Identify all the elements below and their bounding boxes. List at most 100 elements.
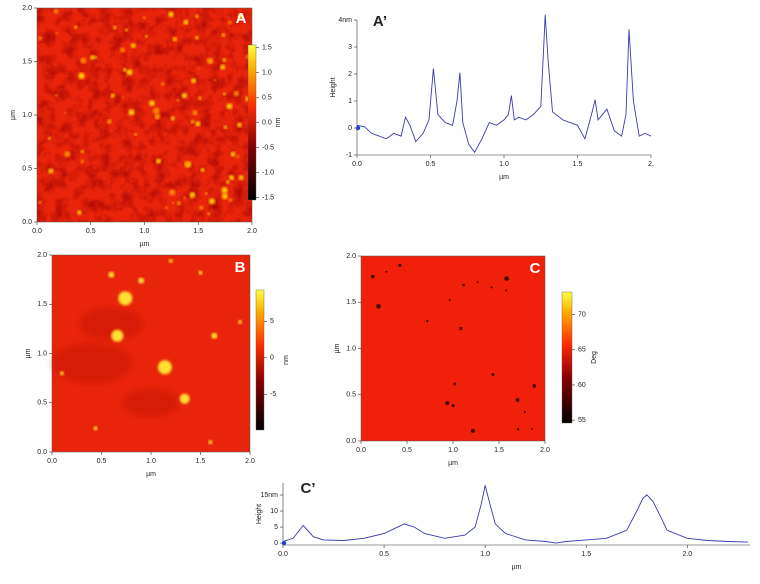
pit <box>448 299 451 302</box>
grain <box>237 13 244 19</box>
grain <box>125 75 128 78</box>
x-tick-label: 0.5 <box>97 458 107 465</box>
colorbar-tick-label: 60 <box>578 382 586 389</box>
pit <box>490 286 493 289</box>
x-tick-label: 1.0 <box>480 551 490 558</box>
x-axis-label: µm <box>512 564 522 571</box>
grain <box>213 78 217 82</box>
grain <box>238 175 244 181</box>
grain <box>130 43 136 49</box>
grain <box>181 92 188 99</box>
profile-line <box>356 14 652 154</box>
y-tick-label: 1.5 <box>37 301 47 308</box>
grain <box>64 151 71 158</box>
cursor-dot <box>355 125 361 131</box>
grain <box>74 25 78 29</box>
x-tick-label: 1.0 <box>499 161 509 168</box>
grain <box>90 55 95 60</box>
grain <box>223 125 228 129</box>
grain <box>47 137 51 141</box>
grain <box>144 34 148 38</box>
x-tick-label: 0.0 <box>356 447 366 454</box>
grain <box>156 158 162 164</box>
y-tick-label: 0 <box>274 540 278 547</box>
colorbar-tick-label: -5 <box>270 391 276 398</box>
particle <box>118 291 133 306</box>
grain <box>169 189 176 196</box>
pit <box>505 289 508 292</box>
pit <box>376 304 381 309</box>
y-tick-label: 1 <box>348 98 352 105</box>
grain <box>199 205 204 210</box>
colorbar-tick-label: -1.5 <box>262 194 274 201</box>
grain <box>55 32 58 35</box>
pit <box>515 397 520 402</box>
cursor-dot <box>281 540 287 546</box>
y-tick-label: 1.5 <box>346 299 356 306</box>
grain <box>226 103 233 110</box>
grain <box>222 92 226 96</box>
x-axis-label: µm <box>146 471 156 478</box>
x-tick-label: 0.0 <box>352 161 362 168</box>
y-tick-label: 0.0 <box>37 449 47 456</box>
x-axis-label: µm <box>140 241 150 248</box>
x-tick-label: 0.0 <box>278 551 288 558</box>
grain <box>53 8 59 14</box>
x-tick-label: 1.0 <box>140 228 150 235</box>
y-tick-label: 1.5 <box>22 58 32 65</box>
grain <box>184 161 190 166</box>
pit <box>459 326 463 331</box>
x-axis-label: µm <box>448 460 458 467</box>
grain <box>120 47 125 53</box>
grain <box>110 93 115 98</box>
colorbar-tick-label: 0 <box>270 355 274 362</box>
x-tick-label: 0.0 <box>47 458 57 465</box>
grain <box>200 167 205 172</box>
y-axis-label: Height <box>330 77 337 97</box>
panel-label: C’ <box>301 480 316 497</box>
colorbar-tick-label: 1.5 <box>262 44 272 51</box>
panel-label: C <box>530 260 541 277</box>
x-tick-label: 0.5 <box>86 228 96 235</box>
grain <box>204 192 208 195</box>
y-tick-label: 0.5 <box>346 392 356 399</box>
pit <box>385 270 388 273</box>
pit <box>453 382 457 386</box>
y-axis-label: µm <box>25 348 32 358</box>
x-tick-label: 2. <box>648 161 654 168</box>
pit <box>398 263 402 267</box>
profile-line <box>282 485 749 544</box>
x-tick-label: 0.5 <box>402 447 412 454</box>
grain <box>208 198 215 205</box>
colorbar-tick-label: 0.0 <box>262 119 272 126</box>
grain <box>220 64 226 70</box>
particle <box>93 426 98 431</box>
y-tick-label: 1.0 <box>346 345 356 352</box>
particle <box>138 277 145 284</box>
grain <box>198 67 201 70</box>
grain <box>207 212 211 216</box>
grain <box>206 57 213 64</box>
pit <box>451 404 455 408</box>
x-tick-label: 0.0 <box>32 228 42 235</box>
x-tick-label: 2.0 <box>540 447 550 454</box>
x-tick-label: 1.5 <box>573 161 583 168</box>
grain <box>80 149 84 153</box>
y-tick-label: 3 <box>348 44 352 51</box>
x-tick-label: 0.5 <box>379 551 389 558</box>
y-axis-label: µm <box>10 110 17 120</box>
particle <box>168 258 173 263</box>
particle <box>111 329 124 342</box>
panel-label: A <box>236 10 247 27</box>
colorbar-tick-label: -0.5 <box>262 144 274 151</box>
particle <box>211 332 218 339</box>
x-tick-label: 2.0 <box>682 551 692 558</box>
y-tick-label: 4nm <box>338 17 352 24</box>
grain <box>183 196 187 200</box>
y-tick-label: -1 <box>346 152 352 159</box>
x-tick-label: 1.5 <box>193 228 203 235</box>
x-tick-label: 2.0 <box>245 458 255 465</box>
grain <box>228 175 234 180</box>
colorbar-tick-label: 1.0 <box>262 69 272 76</box>
